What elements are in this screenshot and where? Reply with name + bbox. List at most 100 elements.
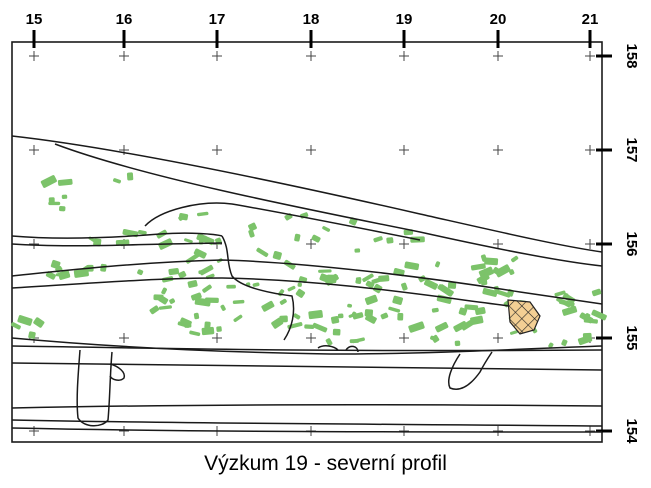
- y-axis: 158 157 156 155 154: [596, 43, 640, 444]
- inclusion-fleck: [57, 178, 73, 186]
- inclusion-fleck: [279, 315, 288, 323]
- y-tick-label: 154: [623, 418, 640, 444]
- inclusion-fleck: [583, 318, 598, 324]
- inclusion-fleck: [364, 294, 378, 305]
- grid-cross: [585, 239, 595, 249]
- inclusion-fleck: [470, 315, 484, 325]
- inclusion-fleck: [201, 326, 215, 336]
- figure-caption: Výzkum 19 - severní profil: [204, 452, 447, 475]
- grid-cross: [119, 51, 129, 61]
- inclusion-fleck: [437, 284, 453, 297]
- boundary-156-lower: [11, 242, 223, 247]
- inclusion-fleck: [153, 294, 164, 301]
- inclusion-fleck: [308, 310, 323, 320]
- grid-cross: [306, 239, 316, 249]
- inclusion-fleck: [355, 279, 362, 285]
- inclusion-fleck: [178, 270, 187, 279]
- pit-left-small: [109, 363, 126, 381]
- y-tick-155: 155: [596, 325, 640, 351]
- inclusion-fleck: [352, 312, 364, 320]
- inclusion-fleck: [50, 259, 61, 270]
- inclusion-fleck: [347, 303, 353, 308]
- grid-cross: [585, 51, 595, 61]
- inclusion-fleck: [48, 197, 55, 204]
- inclusion-fleck: [248, 229, 255, 238]
- y-tick-label: 155: [623, 325, 640, 350]
- inclusion-fleck: [392, 295, 404, 305]
- y-tick-154: 154: [596, 418, 640, 444]
- boundary-lower-4: [11, 427, 603, 433]
- grid-crosses: [29, 51, 595, 436]
- grid-cross: [399, 51, 409, 61]
- inclusion-fleck: [453, 321, 468, 333]
- inclusion-fleck: [435, 321, 449, 333]
- inclusion-fleck: [348, 313, 355, 318]
- x-tick-19: 19: [396, 11, 413, 48]
- boundary-155-upper: [11, 277, 511, 307]
- grid-cross: [306, 333, 316, 343]
- x-tick-label: 20: [490, 11, 507, 28]
- grid-cross: [585, 426, 595, 436]
- grid-cross: [306, 51, 316, 61]
- inclusion-fleck: [158, 305, 172, 310]
- inclusion-fleck: [470, 263, 486, 271]
- inclusion-fleck: [204, 297, 219, 303]
- inclusion-fleck: [354, 248, 361, 253]
- inclusion-fleck: [187, 280, 198, 288]
- central-block: [221, 235, 295, 341]
- inclusion-fleck: [431, 334, 440, 343]
- boundary-155-lower: [11, 337, 603, 355]
- inclusion-fleck: [248, 222, 257, 232]
- boundary-lower-1: [11, 362, 603, 371]
- grid-cross: [119, 426, 129, 436]
- inclusion-fleck: [279, 298, 287, 305]
- inclusion-fleck: [404, 261, 420, 271]
- inclusion-fleck: [558, 299, 575, 308]
- grid-cross: [212, 51, 222, 61]
- inclusion-fleck: [220, 304, 226, 311]
- inclusion-fleck: [495, 289, 511, 298]
- inclusion-fleck: [408, 321, 425, 333]
- inclusion-fleck: [199, 264, 214, 276]
- boundary-lower-3: [11, 419, 603, 427]
- inclusion-fleck: [563, 293, 569, 300]
- grid-cross: [399, 239, 409, 249]
- y-tick-label: 156: [623, 231, 640, 256]
- inclusion-fleck: [233, 314, 243, 323]
- inclusion-fleck: [454, 340, 461, 347]
- inclusion-fleck: [330, 315, 340, 324]
- inclusion-fleck: [168, 268, 180, 276]
- y-tick-156: 156: [596, 231, 640, 257]
- inclusion-fleck: [435, 261, 441, 268]
- inclusion-fleck: [232, 299, 245, 304]
- grid-cross: [212, 333, 222, 343]
- small-lumps: [317, 345, 359, 353]
- inclusion-fleck: [178, 214, 185, 221]
- inclusion-fleck: [464, 304, 479, 311]
- inclusion-fleck: [252, 282, 260, 287]
- x-tick-label: 19: [396, 11, 413, 28]
- grid-cross: [399, 333, 409, 343]
- grid-cross: [493, 51, 503, 61]
- inclusion-fleck: [365, 280, 375, 289]
- grid-cross: [493, 239, 503, 249]
- inclusion-fleck: [137, 269, 144, 276]
- inclusion-fleck: [204, 321, 211, 329]
- inclusion-fleck: [509, 330, 518, 335]
- inclusion-fleck: [476, 273, 490, 285]
- grid-cross: [585, 145, 595, 155]
- inclusion-fleck: [100, 263, 107, 272]
- inclusion-fleck: [177, 321, 190, 328]
- inclusion-fleck: [226, 284, 236, 289]
- layer-boundaries: [11, 135, 603, 433]
- inclusion-fleck: [10, 322, 21, 330]
- inclusion-fleck: [349, 338, 360, 344]
- grid-cross: [493, 426, 503, 436]
- inclusion-fleck: [28, 331, 36, 339]
- inclusion-fleck: [325, 338, 333, 346]
- inclusion-fleck: [304, 324, 315, 329]
- inclusion-fleck: [447, 282, 457, 289]
- boundary-156-upper: [11, 232, 223, 239]
- inclusion-fleck: [325, 273, 339, 286]
- inclusion-fleck: [287, 285, 296, 292]
